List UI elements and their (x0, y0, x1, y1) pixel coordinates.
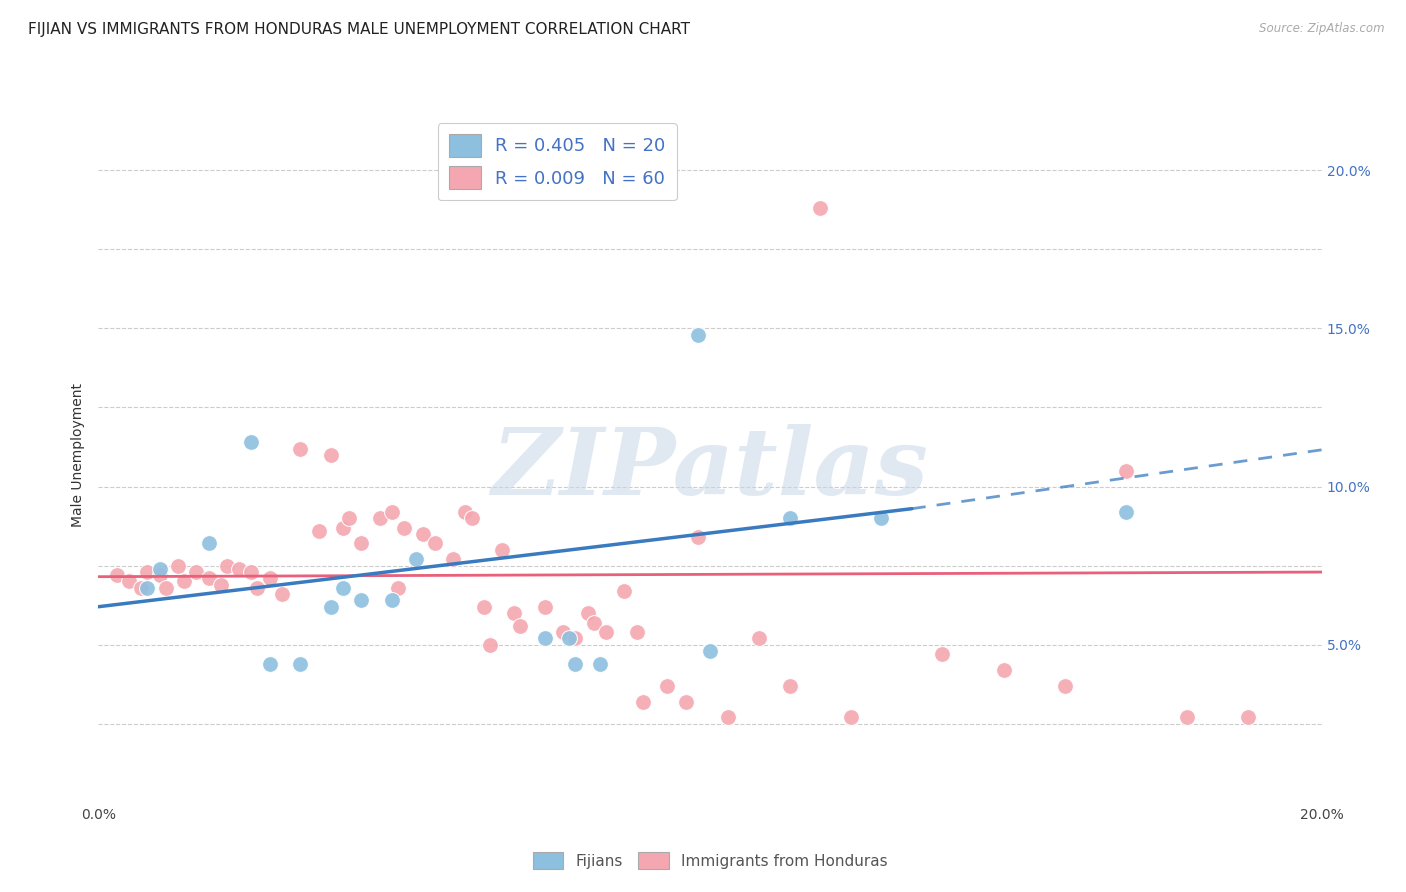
Point (717, 710, 740, 724)
Point (595, 625, 617, 640)
Legend: Fijians, Immigrants from Honduras: Fijians, Immigrants from Honduras (526, 847, 894, 875)
Y-axis label: Male Unemployment: Male Unemployment (72, 383, 86, 527)
Point (259, 657, 281, 671)
Point (657, 679, 679, 693)
Point (129, 581, 152, 595)
Point (534, 599, 557, 614)
Point (1053, 679, 1076, 693)
Point (350, 593, 373, 607)
Point (564, 657, 586, 671)
Point (699, 644, 721, 658)
Point (460, 511, 482, 525)
Point (319, 599, 342, 614)
Point (576, 606, 599, 620)
Point (675, 695, 697, 709)
Point (392, 521, 416, 535)
Point (118, 574, 141, 589)
Point (993, 663, 1015, 677)
Point (228, 562, 250, 576)
Point (155, 581, 177, 595)
Point (381, 593, 404, 607)
Point (686, 530, 709, 544)
Point (209, 577, 232, 591)
Point (381, 505, 404, 519)
Point (167, 558, 190, 573)
Point (839, 710, 862, 724)
Point (491, 542, 513, 557)
Point (509, 618, 531, 632)
Point (197, 536, 219, 550)
Point (270, 587, 292, 601)
Point (472, 599, 495, 614)
Point (478, 638, 501, 652)
Point (246, 581, 269, 595)
Point (582, 615, 605, 630)
Text: FIJIAN VS IMMIGRANTS FROM HONDURAS MALE UNEMPLOYMENT CORRELATION CHART: FIJIAN VS IMMIGRANTS FROM HONDURAS MALE … (28, 22, 690, 37)
Point (1115, 464, 1137, 478)
Point (626, 625, 648, 640)
Point (423, 536, 446, 550)
Point (686, 327, 709, 342)
Point (186, 565, 208, 579)
Text: ZIPatlas: ZIPatlas (492, 424, 928, 514)
Point (808, 201, 831, 215)
Point (553, 625, 575, 640)
Point (105, 568, 128, 582)
Point (631, 695, 654, 709)
Point (337, 511, 360, 525)
Point (870, 511, 893, 525)
Point (290, 442, 312, 456)
Point (319, 448, 342, 462)
Point (1175, 710, 1198, 724)
Point (613, 583, 636, 598)
Point (173, 574, 195, 589)
Point (149, 562, 172, 576)
Point (779, 511, 801, 525)
Point (589, 657, 612, 671)
Point (368, 511, 391, 525)
Point (136, 565, 159, 579)
Point (149, 568, 172, 582)
Point (215, 558, 238, 573)
Point (558, 632, 581, 646)
Point (290, 657, 312, 671)
Point (240, 435, 263, 450)
Point (332, 581, 354, 595)
Point (259, 571, 281, 585)
Point (240, 565, 263, 579)
Point (748, 632, 770, 646)
Point (1237, 710, 1260, 724)
Point (779, 679, 801, 693)
Point (136, 581, 159, 595)
Point (454, 505, 477, 519)
Point (405, 552, 427, 566)
Text: Source: ZipAtlas.com: Source: ZipAtlas.com (1260, 22, 1385, 36)
Point (308, 524, 330, 538)
Point (350, 536, 373, 550)
Point (387, 581, 409, 595)
Point (197, 571, 219, 585)
Point (1115, 505, 1137, 519)
Point (412, 527, 434, 541)
Point (332, 521, 354, 535)
Point (931, 647, 953, 661)
Point (564, 632, 586, 646)
Point (534, 632, 557, 646)
Point (503, 606, 526, 620)
Point (441, 552, 464, 566)
